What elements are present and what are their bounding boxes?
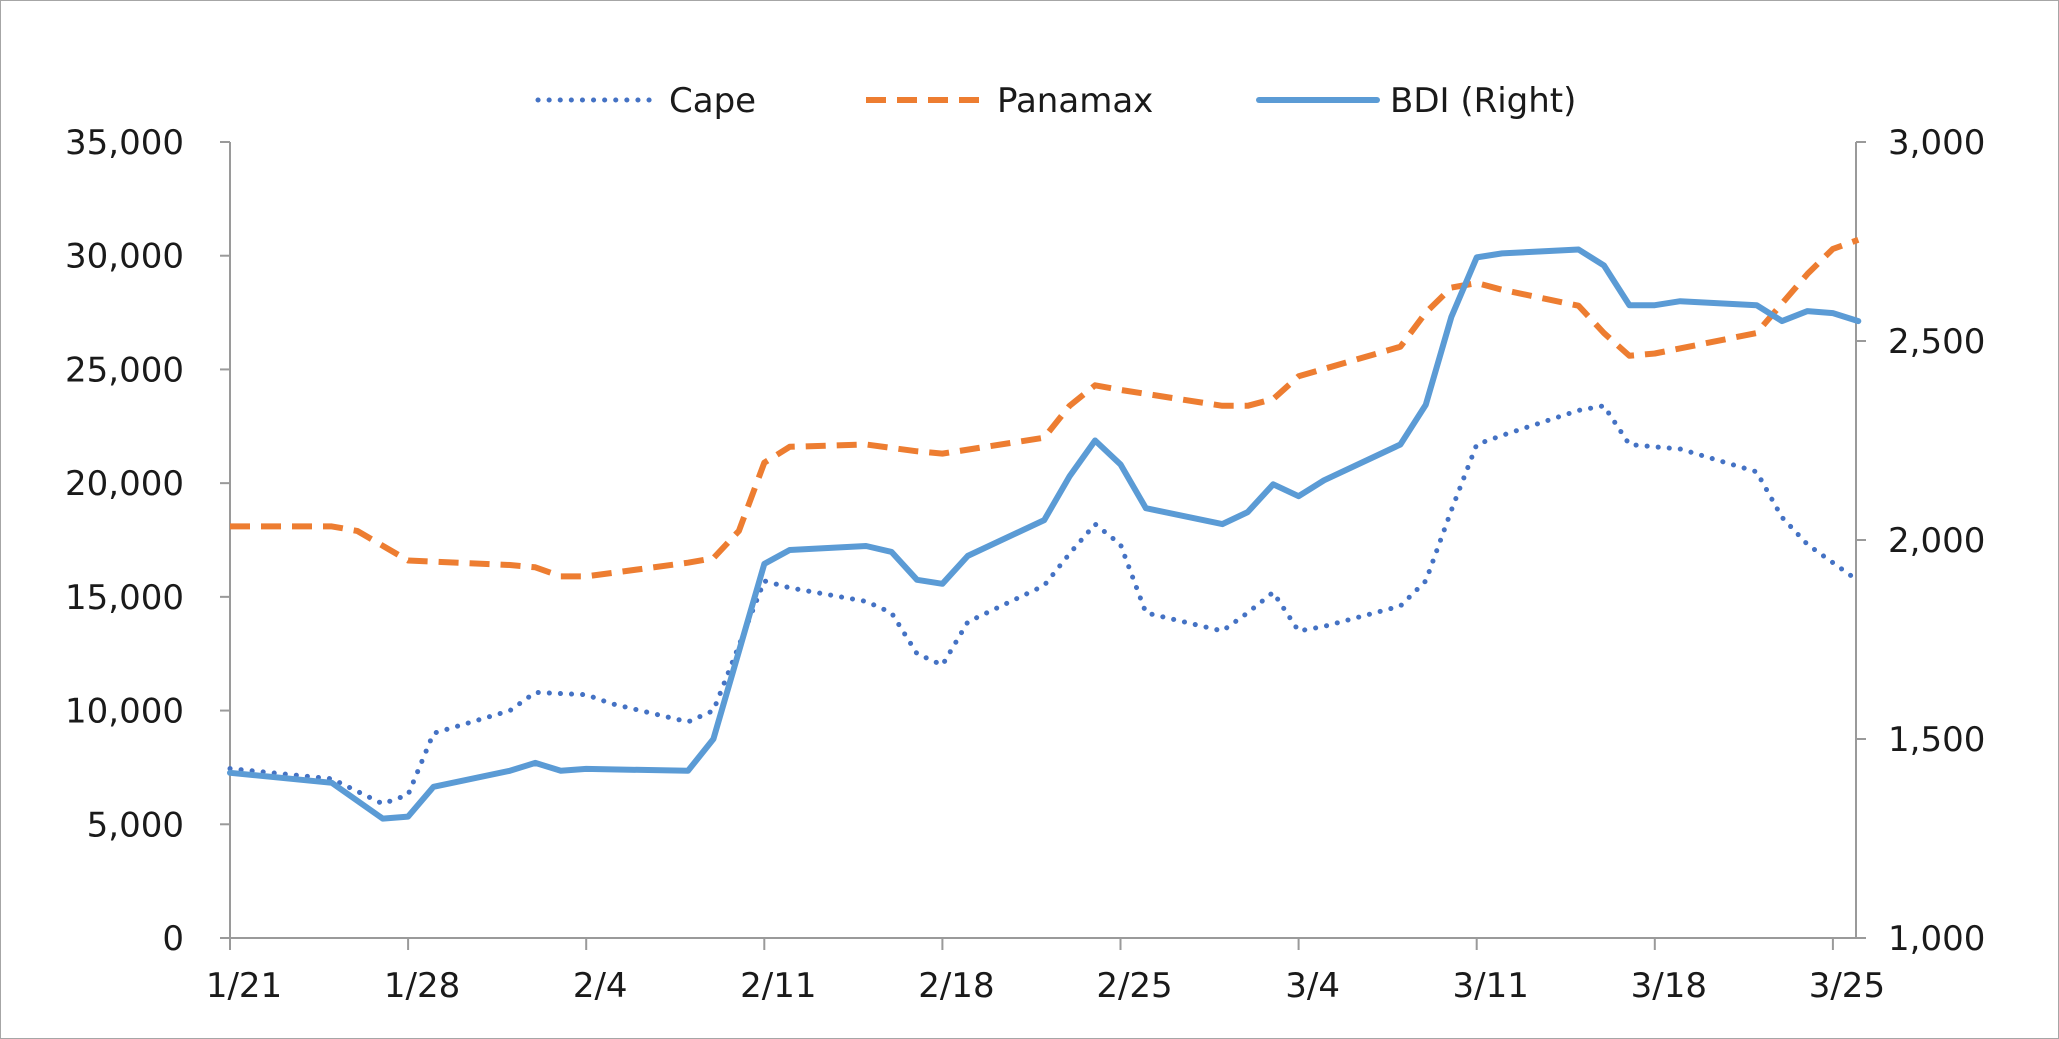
y-left-tick-label: 0 <box>162 919 184 959</box>
series-line-cape <box>227 403 1861 807</box>
x-tick-label: 1/28 <box>384 966 460 1006</box>
legend-item-bdi-right: BDI (Right) <box>1256 81 1576 121</box>
x-tick-label: 2/4 <box>573 966 628 1006</box>
x-tick-label: 3/4 <box>1285 966 1340 1006</box>
y-right-tick-label: 1,500 <box>1888 720 1985 760</box>
y-right-tick-label: 3,000 <box>1888 123 1985 163</box>
x-tick-label: 2/18 <box>918 966 994 1006</box>
x-tick-label: 3/25 <box>1809 966 1885 1006</box>
x-tick-label: 3/18 <box>1631 966 1707 1006</box>
y-left-tick-label: 35,000 <box>65 123 184 163</box>
x-tick-label: 2/25 <box>1096 966 1172 1006</box>
y-left-tick-label: 30,000 <box>65 237 184 277</box>
x-ticks: 1/21 1/28 2/4 2/11 2/18 2/25 3/4 3/11 3/18 3/25 <box>206 938 1885 1006</box>
y-left-ticks: 0 5,000 10,000 15,000 20,000 25,000 30,000 35,0… <box>65 123 230 959</box>
legend: Cape Panamax BDI (Right) <box>535 81 1576 121</box>
legend-label: Cape <box>669 81 756 121</box>
y-left-tick-label: 20,000 <box>65 464 184 504</box>
legend-label: Panamax <box>997 81 1153 121</box>
y-left-tick-label: 25,000 <box>65 350 184 390</box>
x-tick-label: 1/21 <box>206 966 282 1006</box>
x-tick-label: 3/11 <box>1453 966 1529 1006</box>
legend-item-cape: Cape <box>535 81 756 121</box>
legend-label: BDI (Right) <box>1390 81 1576 121</box>
y-right-ticks: 1,000 1,500 2,000 2,500 3,000 <box>1856 123 1985 959</box>
y-left-tick-label: 15,000 <box>65 578 184 618</box>
series-line-panamax <box>230 236 1860 580</box>
x-tick-label: 2/11 <box>740 966 816 1006</box>
y-left-tick-label: 10,000 <box>65 692 184 732</box>
series-layer <box>227 236 1862 822</box>
axes <box>229 142 1857 939</box>
y-right-tick-label: 2,500 <box>1888 322 1985 362</box>
y-right-tick-label: 2,000 <box>1888 521 1985 561</box>
series-line-bdi-right <box>227 246 1862 822</box>
y-left-tick-label: 5,000 <box>87 805 184 845</box>
legend-item-panamax: Panamax <box>866 81 1153 121</box>
y-right-tick-label: 1,000 <box>1888 919 1985 959</box>
